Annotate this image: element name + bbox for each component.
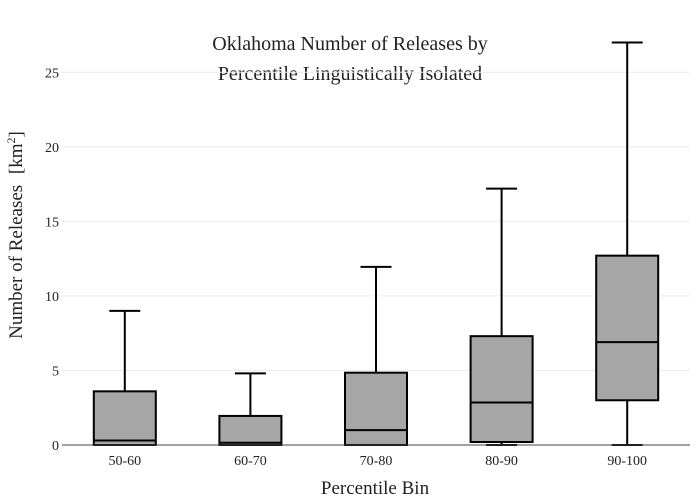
box-50-60 [92,309,157,446]
box-series [92,41,660,447]
y-tick-label: 5 [52,364,59,379]
grid-lines [62,71,690,371]
x-tick-label: 80-90 [485,454,518,469]
x-tick-label: 50-60 [108,454,141,469]
y-axis-label: Number of Releases [km2] [4,131,27,339]
box-iqr [469,335,534,444]
box-60-70 [218,372,283,447]
y-tick-label: 0 [52,439,59,454]
y-axis-label-unit-sup: 2 [4,137,18,143]
y-tick-label: 20 [45,141,59,156]
x-tick-label: 90-100 [607,454,647,469]
y-tick-label: 25 [45,66,59,81]
x-axis-ticks: 50-60 60-70 70-80 80-90 90-100 [108,454,647,469]
chart-title-line-2: Percentile Linguistically Isolated [218,63,482,85]
box-iqr [92,390,157,446]
y-tick-label: 10 [45,290,59,305]
x-tick-label: 60-70 [234,454,267,469]
y-tick-label: 15 [45,215,59,230]
y-axis-label-unit-close: ] [6,131,27,137]
box-iqr [344,371,408,447]
y-axis-label-text: Number of Releases [6,185,27,339]
y-axis-label-unit: [km [6,143,27,174]
box-iqr [595,254,660,402]
y-axis-ticks: 0 5 10 15 20 25 [45,66,59,454]
x-axis-label: Percentile Bin [321,478,430,499]
box-90-100 [595,41,660,446]
box-80-90 [469,187,534,446]
chart-title-line-1: Oklahoma Number of Releases by [212,33,487,55]
x-tick-label: 70-80 [360,454,393,469]
box-70-80 [344,265,408,447]
box-iqr [218,414,283,447]
